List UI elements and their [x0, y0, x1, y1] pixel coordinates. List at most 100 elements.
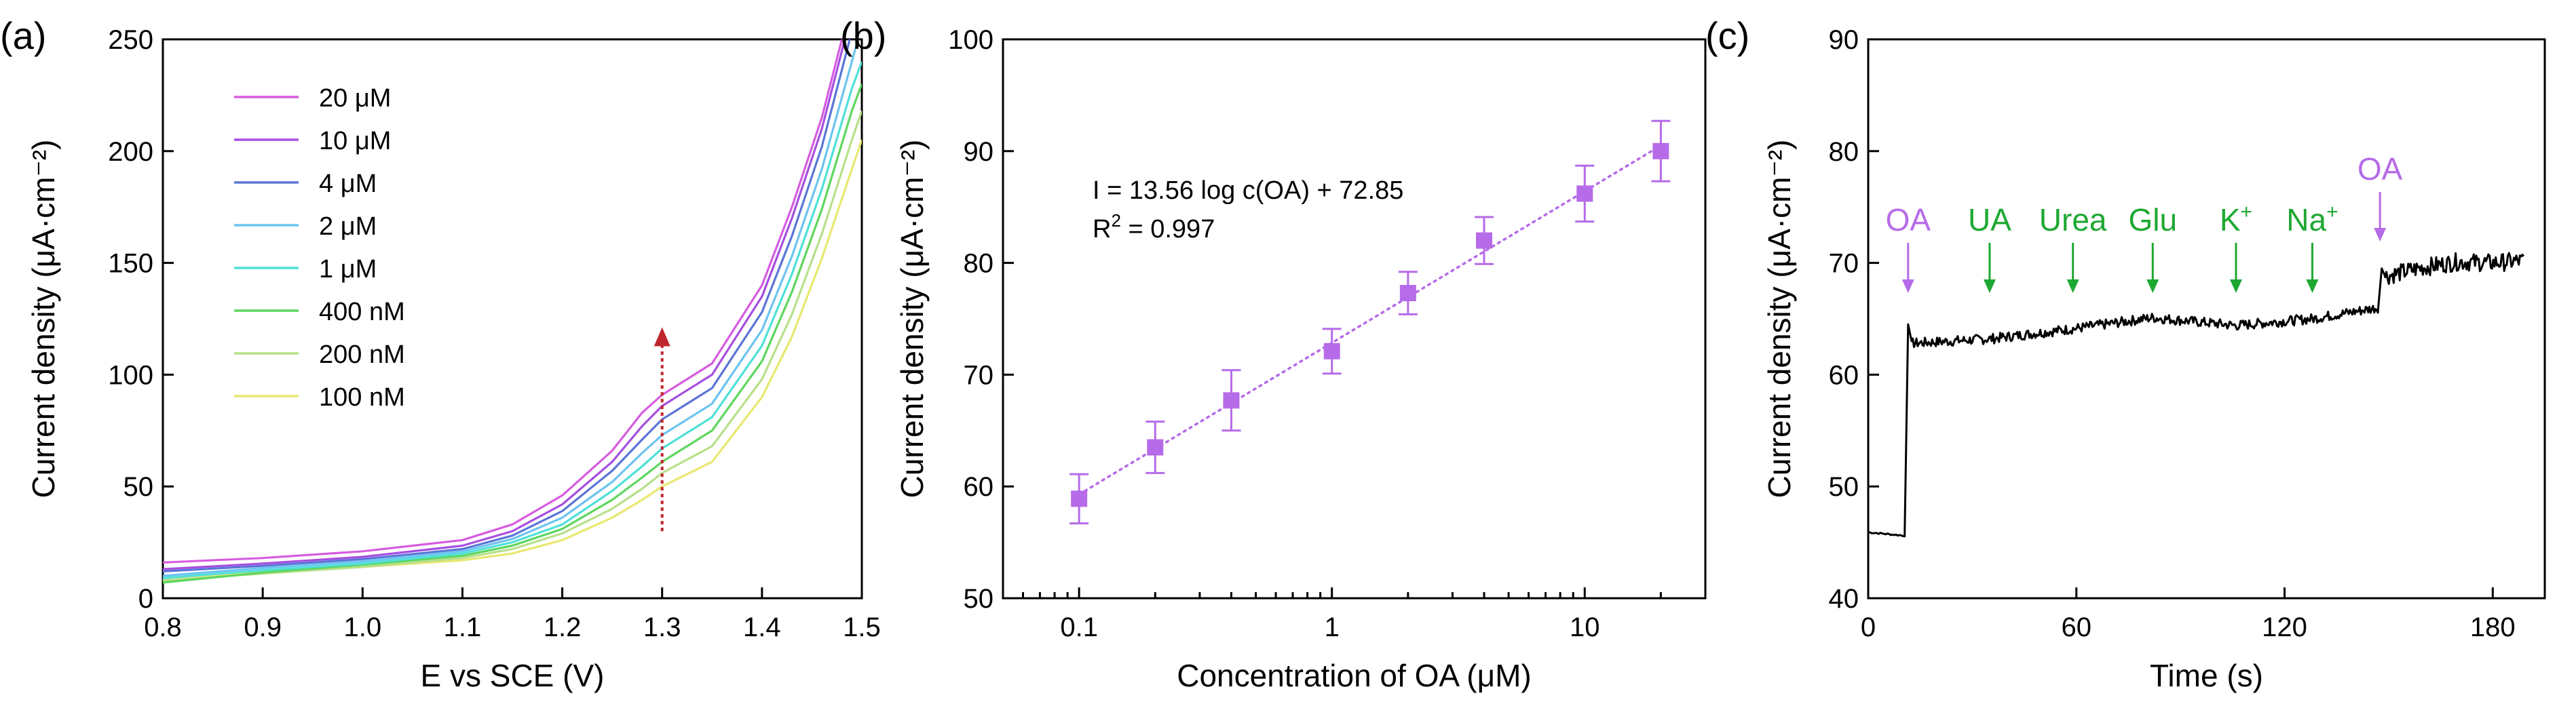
- b-ytick-label: 70: [964, 360, 994, 390]
- b-ytick-label: 50: [964, 584, 994, 614]
- c-ytick-label: 40: [1829, 584, 1859, 614]
- c-ytick-label: 60: [1829, 360, 1859, 390]
- c-ylabel: Current density (μA·cm⁻²): [1762, 140, 1797, 499]
- a-xtick-label: 1.1: [444, 612, 482, 642]
- a-xtick-label: 0.9: [244, 612, 282, 642]
- a-legend-label: 1 μM: [319, 255, 377, 284]
- a-xtick-label: 1.2: [544, 612, 582, 642]
- a-legend-label: 2 μM: [319, 212, 377, 241]
- c-event-arrow-head: [2374, 228, 2387, 241]
- a-arrow-head: [654, 327, 670, 347]
- b-data-point: [1652, 142, 1669, 159]
- b-ytick-label: 100: [948, 25, 993, 55]
- c-xtick-label: 120: [2262, 612, 2307, 642]
- b-ytick-label: 90: [964, 137, 994, 167]
- c-event-label-text: OA: [2357, 151, 2403, 187]
- c-event-label: Glu: [2128, 202, 2177, 237]
- c-event-label-sup: +: [2241, 201, 2253, 223]
- c-plot-frame: [1867, 38, 2546, 600]
- b-xtick-label: 1: [1325, 612, 1340, 642]
- c-xtick-label: 60: [2062, 612, 2092, 642]
- b-fit-line: [1078, 144, 1663, 496]
- b-ytick-label: 80: [964, 249, 994, 279]
- c-event-label-text: Na: [2286, 202, 2326, 237]
- c-event-label: OA: [2357, 151, 2403, 187]
- a-series-line: [163, 61, 862, 579]
- a-series-group: [163, 39, 862, 584]
- a-series-line: [163, 110, 862, 582]
- a-xlabel: E vs SCE (V): [421, 658, 605, 693]
- c-ytick-label: 50: [1829, 472, 1859, 502]
- c-xlabel: Time (s): [2150, 658, 2263, 693]
- c-event-label: UA: [1968, 202, 2011, 237]
- c-event-label: K+: [2220, 201, 2252, 237]
- b-r-squared-base: R: [1093, 215, 1111, 243]
- a-ytick-label: 150: [108, 249, 153, 279]
- a-legend-label: 400 nM: [319, 298, 405, 326]
- b-data-point: [1147, 439, 1164, 456]
- a-xtick-label: 1.5: [843, 612, 881, 642]
- c-event-arrow-head: [2066, 279, 2079, 293]
- c-event-label-text: UA: [1968, 202, 2011, 237]
- c-event-arrow-head: [2306, 279, 2319, 293]
- b-xlabel: Concentration of OA (μM): [1177, 658, 1532, 693]
- c-ytick-label: 90: [1829, 25, 1859, 55]
- c-event-arrow-head: [1901, 279, 1914, 293]
- b-r-squared: R2 = 0.997: [1093, 210, 1215, 243]
- c-trace-line: [1868, 252, 2524, 538]
- c-event-label: Urea: [2039, 202, 2107, 237]
- a-ytick-label: 250: [108, 25, 153, 55]
- b-data-point: [1071, 490, 1088, 507]
- b-ytick-label: 60: [964, 472, 994, 502]
- a-series-line: [163, 39, 851, 572]
- c-event-arrow-head: [1983, 279, 1996, 293]
- c-ytick-label: 80: [1829, 137, 1859, 167]
- b-data-point: [1323, 343, 1340, 359]
- c-event-arrow-head: [2229, 279, 2242, 293]
- a-panel-label: (a): [0, 14, 46, 57]
- c-event-label-text: Glu: [2128, 202, 2177, 237]
- c-event-label-text: Urea: [2039, 202, 2107, 237]
- c-ytick-label: 70: [1829, 249, 1859, 279]
- b-data-point: [1399, 285, 1416, 302]
- a-xtick-label: 1.0: [343, 612, 381, 642]
- a-legend-label: 10 μM: [319, 127, 391, 155]
- a-legend-label: 200 nM: [319, 340, 405, 369]
- a-xtick-label: 1.4: [743, 612, 781, 642]
- b-plot-frame: [1002, 38, 1707, 600]
- b-r-squared-value: = 0.997: [1121, 215, 1215, 243]
- a-legend-label: 20 μM: [319, 84, 391, 113]
- a-series-line: [163, 139, 862, 579]
- c-event-label-text: OA: [1886, 202, 1931, 237]
- a-series-line: [163, 39, 846, 570]
- panel-c: 0 60 120 180 40 50 60 70 80 90 Time (s) Current den…: [1705, 14, 2546, 693]
- a-ytick-label: 0: [138, 584, 153, 614]
- a-xtick-label: 1.3: [643, 612, 681, 642]
- c-event-label-sup: +: [2326, 201, 2338, 223]
- a-ytick-label: 50: [124, 472, 154, 502]
- a-ylabel: Current density (μA·cm⁻²): [26, 140, 61, 499]
- a-plot-frame: [162, 38, 863, 600]
- panel-a: 0.8 0.9 1.0 1.1 1.2 1.3 1.4 1.5 0 50 100 150 200 250 E…: [0, 14, 881, 693]
- b-fit-equation: I = 13.56 log c(OA) + 72.85: [1093, 176, 1403, 205]
- b-panel-label: (b): [840, 14, 886, 57]
- a-ytick-label: 100: [108, 360, 153, 390]
- b-data-point: [1475, 232, 1492, 249]
- b-r-squared-sup: 2: [1111, 210, 1120, 231]
- c-xtick-label: 180: [2470, 612, 2516, 642]
- c-panel-label: (c): [1705, 14, 1749, 57]
- panel-b: 0.1 1 10 50 60 70 80 90 100 Concentration of OA (…: [840, 14, 1707, 693]
- a-xtick-label: 0.8: [144, 612, 182, 642]
- a-ytick-label: 200: [108, 137, 153, 167]
- c-event-arrow-head: [2146, 279, 2159, 293]
- c-event-label-text: K: [2220, 202, 2241, 237]
- b-xtick-label: 0.1: [1060, 612, 1098, 642]
- a-series-line: [163, 43, 858, 577]
- c-xtick-label: 0: [1861, 612, 1876, 642]
- b-data-point: [1223, 392, 1240, 409]
- a-legend-label: 4 μM: [319, 170, 377, 198]
- c-event-label: OA: [1886, 202, 1931, 237]
- a-series-line: [163, 39, 844, 564]
- b-ylabel: Current density (μA·cm⁻²): [894, 140, 930, 499]
